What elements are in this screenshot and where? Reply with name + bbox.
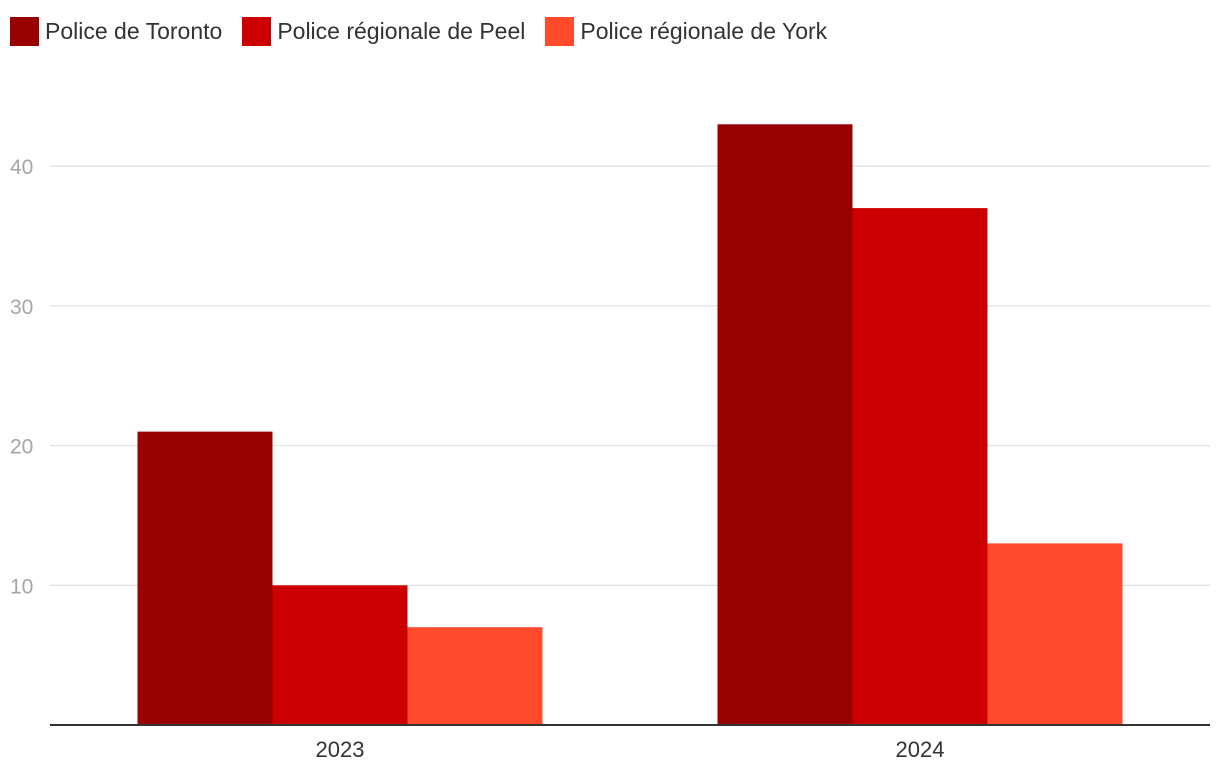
bar-2024-series-0	[717, 124, 853, 726]
axis-labels: 10 20 30 40 2023 2024	[10, 156, 944, 762]
bar-2024-series-1	[852, 208, 988, 726]
legend-swatch-toronto	[10, 16, 39, 46]
bar-2023-series-2	[407, 627, 543, 725]
x-category-label: 2023	[316, 737, 365, 762]
legend-item-peel: Police régionale de Peel	[242, 16, 526, 46]
y-tick-label: 40	[10, 156, 33, 179]
bar-2023-series-0	[137, 431, 273, 725]
legend-label-york: Police régionale de York	[580, 17, 828, 44]
legend-item-york: Police régionale de York	[545, 16, 828, 46]
bar-2024-series-2	[987, 543, 1123, 725]
bars	[137, 124, 1123, 726]
legend-label-toronto: Police de Toronto	[45, 17, 223, 44]
x-category-label: 2024	[896, 737, 945, 762]
y-tick-label: 20	[10, 436, 33, 459]
legend-item-toronto: Police de Toronto	[10, 16, 223, 46]
legend-swatch-peel	[242, 16, 272, 46]
y-tick-label: 30	[10, 296, 33, 319]
legend: Police de Toronto Police régionale de Pe…	[10, 14, 847, 48]
legend-label-peel: Police régionale de Peel	[277, 17, 526, 44]
legend-swatch-york	[545, 16, 575, 46]
y-tick-label: 10	[10, 575, 33, 598]
bar-2023-series-1	[272, 585, 408, 725]
